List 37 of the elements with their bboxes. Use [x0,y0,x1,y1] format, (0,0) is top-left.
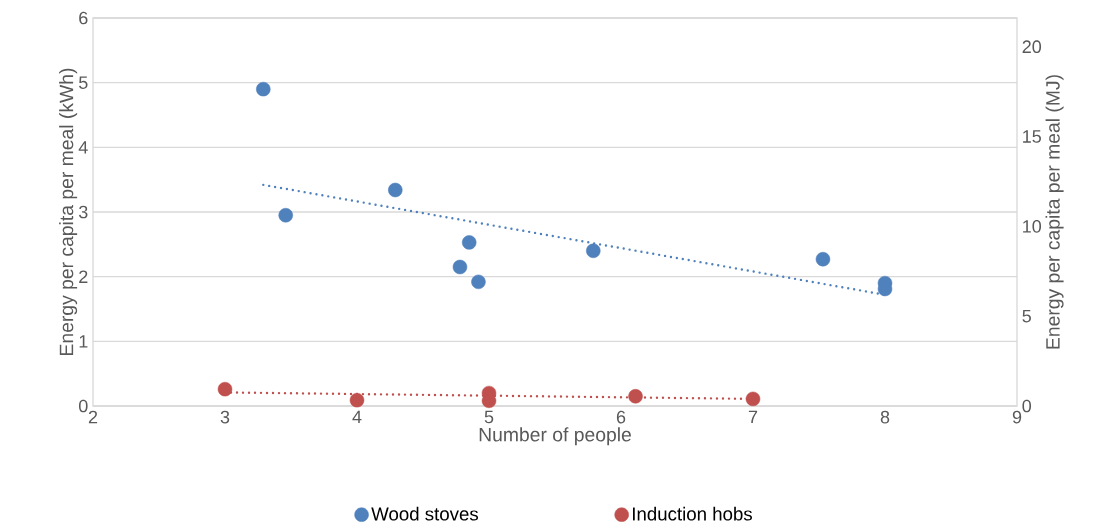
legend-label: Wood stoves [371,506,479,521]
y-tick-label: 5 [78,76,88,89]
y-tick-label: 3 [78,205,88,219]
y-tick-label: 4 [78,141,88,154]
point [815,252,831,267]
point [278,208,293,223]
point [388,182,403,198]
point [586,243,601,258]
y-tick-label: 1 [79,335,88,348]
x-tick-label: 6 [616,410,626,424]
point [349,392,365,408]
x-tick-label: 5 [484,410,494,424]
point [217,381,233,397]
point [745,391,761,407]
point [462,235,477,250]
legend-label: Induction hobs [632,506,752,521]
point [256,81,271,97]
y2-tick-label: 5 [1022,309,1031,323]
point [471,274,486,290]
y2-tick-label: 15 [1023,130,1041,143]
x-tick-label: 7 [748,410,758,424]
y-tick-label: 0 [78,399,88,413]
y-tick-label: 6 [79,11,88,25]
y2-tick-label: 0 [1022,399,1032,413]
y-tick-label: 2 [79,270,88,283]
y2-tick-label: 10 [1023,219,1042,233]
point [628,389,643,404]
x-tick-label: 9 [1012,410,1022,424]
y2-tick-label: 20 [1022,40,1042,54]
x-tick-label: 3 [220,410,230,424]
y-axis-title: Energy per capita per meal (kWh) [59,68,78,355]
x-tick-label: 2 [88,410,98,424]
y2-axis-title: Energy per capita per meal (MJ) [1045,75,1064,349]
point [452,259,468,275]
x-axis-title: Number of people [479,427,631,446]
x-tick-label: 8 [880,410,890,424]
x-tick-label: 4 [352,410,362,424]
